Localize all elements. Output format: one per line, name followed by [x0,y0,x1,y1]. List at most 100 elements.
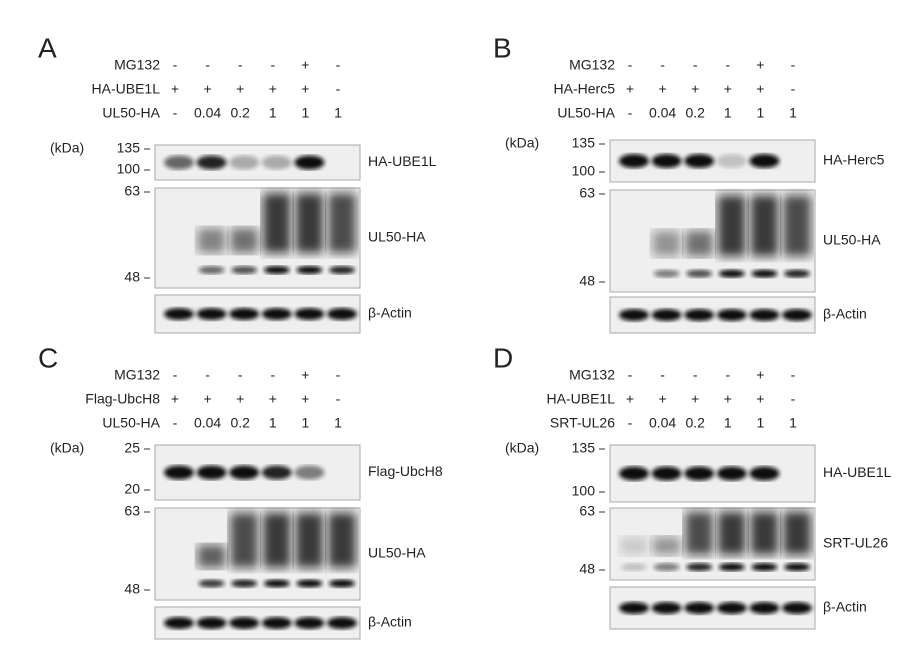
treatment-cell: 1 [302,105,310,121]
treatment-cell: 0.2 [685,415,705,431]
band [684,602,715,614]
band [782,602,812,614]
band [198,266,225,274]
blot-name: β-Actin [368,305,412,321]
band [651,466,682,481]
band [651,602,682,614]
blot-name: β-Actin [368,614,412,630]
band [327,308,357,320]
marker-label: 20 [124,481,140,497]
marker-label: 48 [579,561,595,577]
treatment-label: MG132 [569,367,615,383]
treatment-cell: 1 [789,105,797,121]
treatment-cell: + [691,391,699,407]
smear [262,512,291,568]
band [751,269,778,278]
band [718,269,745,278]
band [716,154,747,168]
blot-name: UL50-HA [368,229,426,245]
smear [717,511,746,555]
band [231,579,258,588]
treatment-cell: + [756,391,764,407]
band [229,155,260,170]
blot-name: HA-UBE1L [823,464,892,480]
treatment-cell: 1 [334,415,342,431]
band [751,563,778,572]
treatment-cell: - [628,367,633,383]
treatment-cell: + [659,81,667,97]
band [296,579,323,588]
panel-letter: A [38,32,57,63]
smear [328,512,356,568]
treatment-cell: - [173,57,178,73]
band [619,154,649,168]
band [686,563,713,572]
band [749,154,780,168]
band [329,579,355,588]
treatment-cell: + [171,391,179,407]
treatment-cell: 0.2 [230,415,250,431]
marker-label: 100 [572,483,596,499]
band [619,309,649,321]
band [196,617,227,629]
treatment-cell: - [173,367,178,383]
band [164,308,194,320]
treatment-cell: 1 [724,105,732,121]
band [164,155,194,170]
treatment-cell: - [336,391,341,407]
band [294,617,325,629]
treatment-cell: 1 [269,105,277,121]
smear [197,228,226,253]
panel-letter: C [38,342,58,373]
band [684,309,715,321]
band [294,155,325,170]
treatment-cell: + [301,367,309,383]
marker-label: 63 [579,185,595,201]
treatment-cell: 0.04 [194,105,221,121]
treatment-cell: + [756,57,764,73]
treatment-cell: - [693,57,698,73]
marker-label: 63 [124,503,140,519]
marker-label: 48 [124,581,140,597]
band [261,155,292,170]
band [716,466,747,481]
treatment-cell: - [628,415,633,431]
band [651,154,682,168]
treatment-cell: 0.04 [649,415,676,431]
band [196,465,227,480]
blot-name: UL50-HA [368,545,426,561]
blot-name: β-Actin [823,306,867,322]
treatment-cell: + [301,391,309,407]
treatment-cell: - [725,57,730,73]
treatment-cell: + [301,57,309,73]
smear [685,511,714,555]
smear [750,195,779,257]
unit-label: (kDa) [50,440,84,456]
band [784,269,810,278]
smear [230,512,259,568]
smear [295,193,324,253]
treatment-cell: 0.04 [649,105,676,121]
treatment-cell: 1 [724,415,732,431]
band [229,308,260,320]
treatment-label: HA-UBE1L [92,81,161,97]
band [231,266,258,274]
treatment-cell: - [205,367,210,383]
treatment-cell: - [205,57,210,73]
treatment-cell: + [236,81,244,97]
smear [783,511,811,555]
treatment-cell: + [269,81,277,97]
blot-name: HA-UBE1L [368,153,437,169]
treatment-cell: + [626,81,634,97]
treatment-cell: + [756,367,764,383]
band [164,465,194,480]
treatment-cell: - [693,367,698,383]
treatment-cell: + [691,81,699,97]
smear [717,195,746,257]
marker-label: 100 [117,161,141,177]
band [261,617,292,629]
treatment-cell: 1 [757,415,765,431]
treatment-cell: 1 [757,105,765,121]
band [749,602,780,614]
